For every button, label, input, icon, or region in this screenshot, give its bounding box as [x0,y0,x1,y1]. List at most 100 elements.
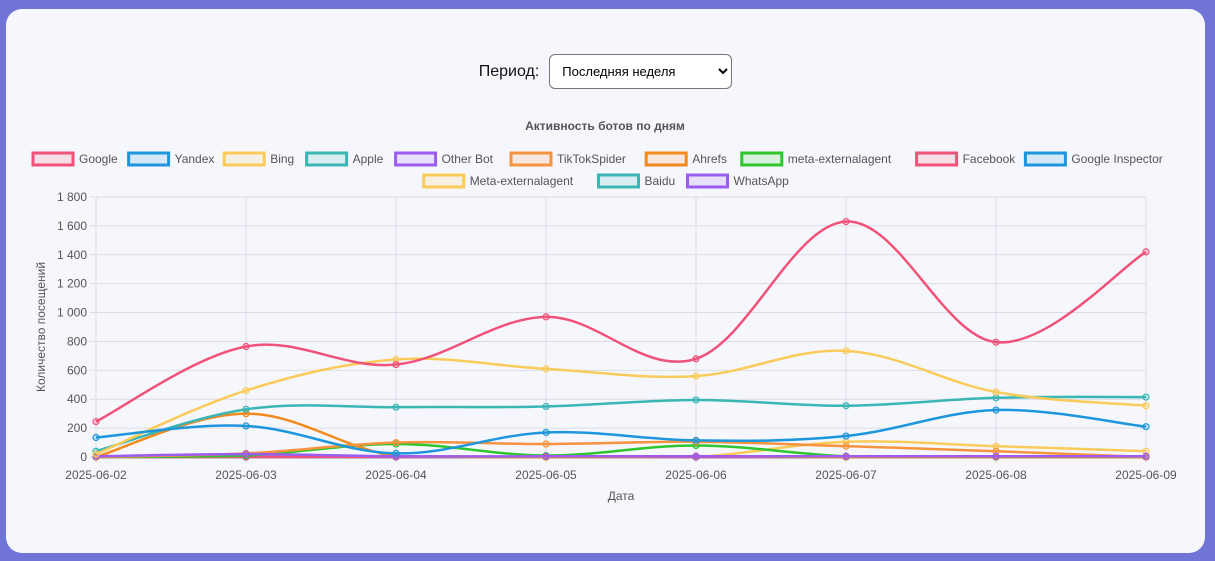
legend-item[interactable]: Meta-externalagent [422,173,574,189]
legend-label: Bing [270,152,294,166]
series-line [95,220,1147,423]
data-point[interactable] [992,447,1000,455]
legend-label: WhatsApp [734,174,790,188]
data-point[interactable] [242,342,250,351]
data-point[interactable] [1142,452,1150,460]
data-point[interactable] [542,440,550,448]
data-point[interactable] [842,347,850,355]
x-tick-label: 2025-06-05 [515,468,577,482]
period-select[interactable]: Последняя неделя [549,54,733,89]
data-point[interactable] [692,372,700,380]
period-label: Период: [478,62,540,80]
legend-swatch [686,173,729,189]
data-point[interactable] [992,406,1000,414]
data-point[interactable] [992,388,1000,396]
data-point[interactable] [542,428,550,437]
series-lines [92,217,1150,461]
series-line [95,349,1147,456]
y-tick-label: 600 [67,363,87,377]
legend-swatch [597,173,640,189]
legend-item[interactable]: Google Inspector [1023,151,1163,167]
data-point[interactable] [242,405,250,413]
data-point[interactable] [392,403,400,411]
data-point[interactable] [842,402,850,410]
data-point[interactable] [392,449,400,457]
y-tick-label: 200 [67,421,87,435]
legend-label: Baidu [645,174,676,188]
legend-label: Other Bot [442,152,494,166]
legend-label: Meta-externalagent [470,174,574,188]
data-point[interactable] [992,338,1000,346]
data-point[interactable] [92,433,100,442]
data-point[interactable] [1142,402,1150,410]
legend-item[interactable]: WhatsApp [686,173,790,189]
legend-item[interactable]: Facebook [915,151,1017,167]
x-tick-label: 2025-06-06 [665,468,727,482]
series-line [95,440,1147,459]
legend-item[interactable]: TikTokSpider [509,151,626,167]
legend-swatch [394,151,438,167]
legend-item[interactable]: Ahrefs [644,151,727,167]
y-tick-label: 1 200 [57,277,87,291]
legend-item[interactable]: Apple [305,151,384,167]
legend-swatch [915,151,959,167]
data-point[interactable] [692,355,700,363]
legend-item[interactable]: Other Bot [394,151,494,167]
data-point[interactable] [1142,393,1150,401]
data-point[interactable] [542,313,550,321]
data-point[interactable] [392,355,400,364]
data-point[interactable] [392,438,400,447]
data-point[interactable] [692,396,700,404]
data-point[interactable] [92,418,100,426]
x-axis-label: Дата [608,489,635,503]
data-point[interactable] [692,436,700,444]
data-point[interactable] [1142,248,1150,256]
y-axis-label: Количество посещений [34,262,48,392]
legend-item[interactable]: Baidu [597,173,676,189]
x-tick-label: 2025-06-07 [815,468,877,482]
x-tick-label: 2025-06-03 [215,468,277,482]
legend-swatch [1023,151,1067,167]
data-point[interactable] [542,402,550,411]
period-filter: Период: Последняя неделя [6,54,1205,89]
x-tick-label: 2025-06-08 [965,468,1027,482]
series-line [95,408,1147,455]
legend-swatch [644,151,688,167]
data-point[interactable] [992,442,1000,450]
data-point[interactable] [1142,423,1150,431]
data-point[interactable] [992,394,1000,402]
legend-item[interactable]: Yandex [127,151,215,167]
data-point[interactable] [92,450,100,458]
data-point[interactable] [692,452,700,460]
y-tick-label: 1 600 [57,219,87,233]
data-point[interactable] [992,452,1000,460]
y-tick-label: 1 800 [57,190,87,204]
legend-item[interactable]: Bing [222,151,294,167]
data-point[interactable] [842,442,850,450]
data-point[interactable] [242,422,250,430]
legend-label: Ahrefs [692,152,727,166]
data-point[interactable] [842,452,850,460]
legend: Google Yandex Bing Apple Other Bot TikTokSpid… [31,151,1163,189]
chart-title: Активность ботов по дням [525,119,685,133]
legend-swatch [740,151,784,167]
data-point[interactable] [842,432,850,440]
data-point[interactable] [842,217,850,226]
legend-label: Facebook [963,152,1017,166]
data-point[interactable] [392,360,400,369]
legend-label: Yandex [175,152,215,166]
y-axis: 0 200 400 600 800 1 000 1 200 1 400 1 600 1 800 [57,190,87,464]
legend-swatch [31,151,75,167]
legend-item[interactable]: meta-externalagent [740,151,892,167]
legend-label: Apple [353,152,384,166]
legend-item[interactable]: Google [31,151,118,167]
legend-label: Google Inspector [1071,152,1162,166]
series-line [95,452,1146,458]
x-axis: 2025-06-02 2025-06-03 2025-06-04 2025-06-05… [65,468,1177,482]
data-point[interactable] [242,386,250,395]
data-point[interactable] [542,365,550,373]
legend-swatch [222,151,266,167]
data-point[interactable] [542,452,550,460]
data-point[interactable] [242,450,250,458]
